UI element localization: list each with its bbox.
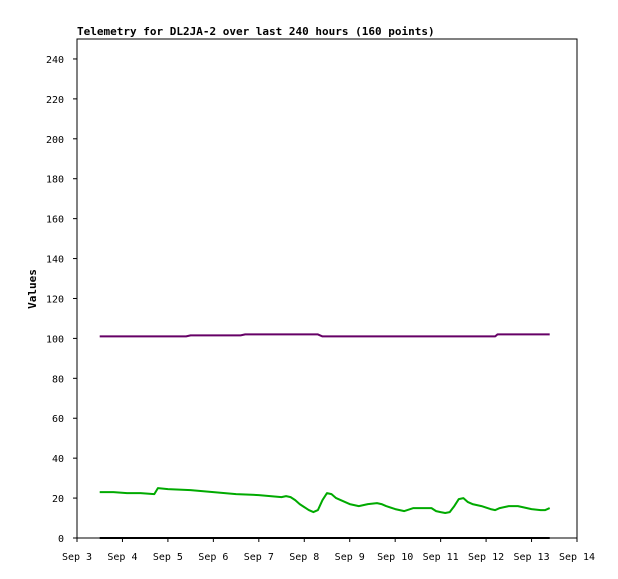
x-tick-label: Sep 3 [62, 552, 92, 563]
series-line-2 [99, 487, 551, 514]
chart-title: Telemetry for DL2JA-2 over last 240 hour… [77, 25, 435, 38]
series-line-1 [99, 333, 550, 338]
x-tick-label: Sep 8 [289, 552, 319, 563]
y-tick-label: 40 [52, 454, 64, 465]
x-tick-label: Sep 7 [244, 552, 274, 563]
plot-area [76, 38, 578, 539]
x-tick-label: Sep 10 [377, 552, 413, 563]
y-tick-label: 100 [46, 334, 64, 345]
y-tick-label: 220 [46, 95, 64, 106]
series-lines [99, 333, 551, 539]
x-tick-label: Sep 6 [198, 552, 228, 563]
x-axis-ticks: Sep 3 Sep 4 Sep 5 Sep 6 Sep 7 Sep 8 Sep 9 Sep 1… [62, 538, 595, 563]
x-tick-label: Sep 4 [107, 552, 137, 563]
y-axis-label: Values [26, 269, 39, 309]
y-tick-label: 120 [46, 294, 64, 305]
y-tick-label: 180 [46, 175, 64, 186]
y-tick-label: 20 [52, 494, 64, 505]
y-tick-label: 160 [46, 215, 64, 226]
y-tick-label: 200 [46, 135, 64, 146]
x-tick-label: Sep 11 [423, 552, 459, 563]
x-tick-label: Sep 13 [513, 552, 549, 563]
y-tick-label: 240 [46, 55, 64, 66]
x-tick-label: Sep 14 [559, 552, 595, 563]
y-tick-label: 80 [52, 374, 64, 385]
y-tick-label: 0 [58, 534, 64, 545]
x-tick-label: Sep 12 [468, 552, 504, 563]
x-tick-label: Sep 5 [153, 552, 183, 563]
x-tick-label: Sep 9 [335, 552, 365, 563]
y-tick-label: 140 [46, 255, 64, 266]
y-tick-label: 60 [52, 414, 64, 425]
y-axis-ticks: 0 20 40 60 80 100 120 140 160 180 200 220 240 [46, 55, 77, 545]
